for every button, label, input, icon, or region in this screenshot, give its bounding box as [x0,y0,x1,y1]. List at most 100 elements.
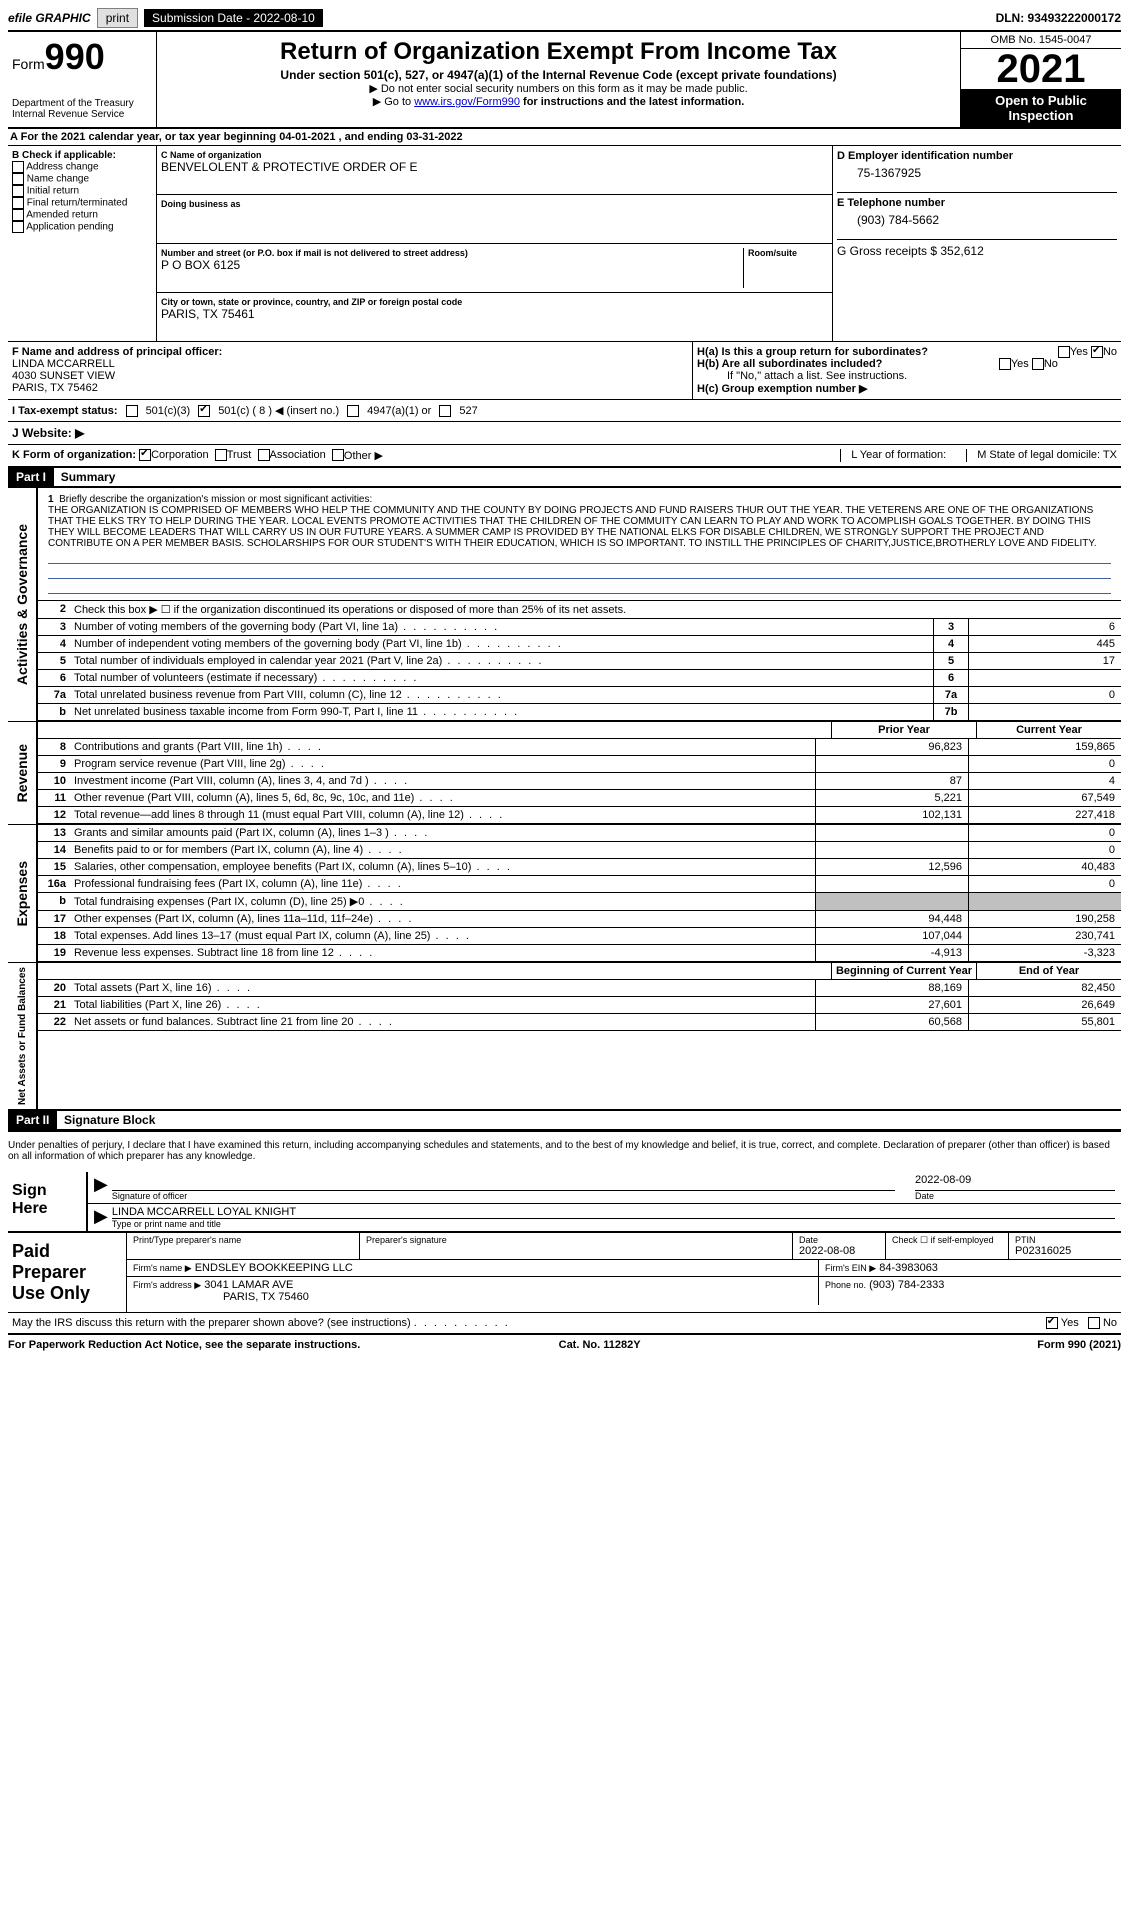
preparer-grid: Paid Preparer Use Only Print/Type prepar… [8,1231,1121,1313]
firm-phone-label: Phone no. [825,1280,866,1290]
discuss-row: May the IRS discuss this return with the… [8,1313,1121,1335]
arrow-icon: ▶ [94,1174,108,1201]
row-j: J Website: ▶ [8,422,1121,445]
ein-value: 75-1367925 [837,162,1117,184]
dba-label: Doing business as [161,199,828,209]
year-formation: L Year of formation: [840,449,946,462]
col-begin-header: Beginning of Current Year [831,963,976,979]
mission-text: THE ORGANIZATION IS COMPRISED OF MEMBERS… [48,505,1097,549]
discuss-no-checkbox[interactable] [1088,1317,1100,1329]
submission-date: Submission Date - 2022-08-10 [144,9,323,27]
rule-line [48,564,1111,579]
row-klm: K Form of organization: Corporation Trus… [8,445,1121,468]
checkbox-final-return[interactable] [12,197,24,209]
irs-label: Internal Revenue Service [12,109,152,120]
checkbox-amended-return[interactable] [12,209,24,221]
firm-name-label: Firm's name ▶ [133,1263,192,1273]
hc-label: H(c) Group exemption number ▶ [697,383,867,395]
col-current-header: Current Year [976,722,1121,738]
activities-governance-section: Activities & Governance 1 Briefly descri… [8,487,1121,721]
table-row: 4Number of independent voting members of… [38,636,1121,653]
checkbox-initial-return[interactable] [12,185,24,197]
header-left: Form990 Department of the Treasury Inter… [8,32,157,127]
side-label-net: Net Assets or Fund Balances [15,963,30,1109]
ha-yes-checkbox[interactable] [1058,346,1070,358]
tax-year: 2021 [961,49,1121,89]
501c-checkbox[interactable] [198,405,210,417]
footer-mid: Cat. No. 11282Y [559,1339,641,1351]
hb-label: H(b) Are all subordinates included? [697,358,882,370]
officer-label: F Name and address of principal officer: [12,346,222,358]
col-b: B Check if applicable: Address change Na… [8,146,157,341]
hb-no-checkbox[interactable] [1032,358,1044,370]
sign-here-label: Sign Here [8,1172,86,1231]
print-button[interactable]: print [97,8,138,28]
checkbox-address-change[interactable] [12,161,24,173]
side-label-expenses: Expenses [12,857,32,930]
part1-title: Summary [61,470,116,484]
check-self-employed: Check ☐ if self-employed [886,1233,1009,1259]
gross-receipts: G Gross receipts $ 352,612 [837,244,984,258]
addr-label: Number and street (or P.O. box if mail i… [161,248,743,258]
table-row: 5Total number of individuals employed in… [38,653,1121,670]
irs-link[interactable]: www.irs.gov/Form990 [414,96,520,108]
phone-value: (903) 784-5662 [837,209,1117,231]
other-checkbox[interactable] [332,449,344,461]
table-row: 17Other expenses (Part IX, column (A), l… [38,911,1121,928]
open-public-badge: Open to Public Inspection [961,89,1121,127]
row-i: I Tax-exempt status: 501(c)(3) 501(c) ( … [8,400,1121,422]
hb-yes-checkbox[interactable] [999,358,1011,370]
table-row: 9Program service revenue (Part VIII, lin… [38,756,1121,773]
tax-exempt-label: I Tax-exempt status: [12,405,118,417]
checkbox-application-pending[interactable] [12,221,24,233]
header-mid: Return of Organization Exempt From Incom… [157,32,960,127]
form-title: Return of Organization Exempt From Incom… [161,38,956,66]
line-2: 2 Check this box ▶ ☐ if the organization… [38,601,1121,619]
table-row: 22Net assets or fund balances. Subtract … [38,1014,1121,1031]
city-label: City or town, state or province, country… [161,297,828,307]
table-row: 21Total liabilities (Part X, line 26)27,… [38,997,1121,1014]
type-name-label: Type or print name and title [112,1219,1115,1229]
officer-name-title: LINDA MCCARRELL LOYAL KNIGHT [112,1206,1115,1219]
527-checkbox[interactable] [439,405,451,417]
efile-label: efile GRAPHIC [8,11,91,25]
sig-officer-label: Signature of officer [112,1191,895,1201]
form-header: Form990 Department of the Treasury Inter… [8,32,1121,129]
form-org-label: K Form of organization: [12,449,136,462]
ha-label: H(a) Is this a group return for subordin… [697,346,928,358]
assoc-checkbox[interactable] [258,449,270,461]
col-b-title: B Check if applicable: [12,150,116,161]
paid-preparer-label: Paid Preparer Use Only [8,1233,126,1312]
sig-date-label: Date [915,1191,1115,1201]
officer-addr2: PARIS, TX 75462 [12,382,98,394]
firm-name-value: ENDSLEY BOOKKEEPING LLC [195,1262,353,1274]
prep-name-label: Print/Type preparer's name [133,1235,353,1245]
corp-checkbox[interactable] [139,449,151,461]
table-row: 18Total expenses. Add lines 13–17 (must … [38,928,1121,945]
net-assets-section: Net Assets or Fund Balances Beginning of… [8,962,1121,1111]
signature-block: Under penalties of perjury, I declare th… [8,1130,1121,1335]
discuss-yes-checkbox[interactable] [1046,1317,1058,1329]
part1-badge: Part I [8,468,54,486]
table-row: 11Other revenue (Part VIII, column (A), … [38,790,1121,807]
org-name: BENVELOLENT & PROTECTIVE ORDER OF E [161,160,828,174]
col-d: D Employer identification number 75-1367… [833,146,1121,341]
footer-right: Form 990 (2021) [1037,1339,1121,1351]
form-number: 990 [45,36,105,77]
part2-title: Signature Block [64,1113,155,1127]
col-h: H(a) Is this a group return for subordin… [693,342,1121,399]
org-name-label: C Name of organization [161,150,828,160]
4947-checkbox[interactable] [347,405,359,417]
firm-addr-label: Firm's address ▶ [133,1280,201,1290]
ha-no-checkbox[interactable] [1091,346,1103,358]
table-row: bNet unrelated business taxable income f… [38,704,1121,721]
table-row: 12Total revenue—add lines 8 through 11 (… [38,807,1121,824]
trust-checkbox[interactable] [215,449,227,461]
page-footer: For Paperwork Reduction Act Notice, see … [8,1335,1121,1355]
hb-note: If "No," attach a list. See instructions… [697,370,1117,382]
col-prior-header: Prior Year [831,722,976,738]
checkbox-name-change[interactable] [12,173,24,185]
side-label-revenue: Revenue [12,740,32,806]
501c3-checkbox[interactable] [126,405,138,417]
firm-ein-value: 84-3983063 [879,1262,938,1274]
